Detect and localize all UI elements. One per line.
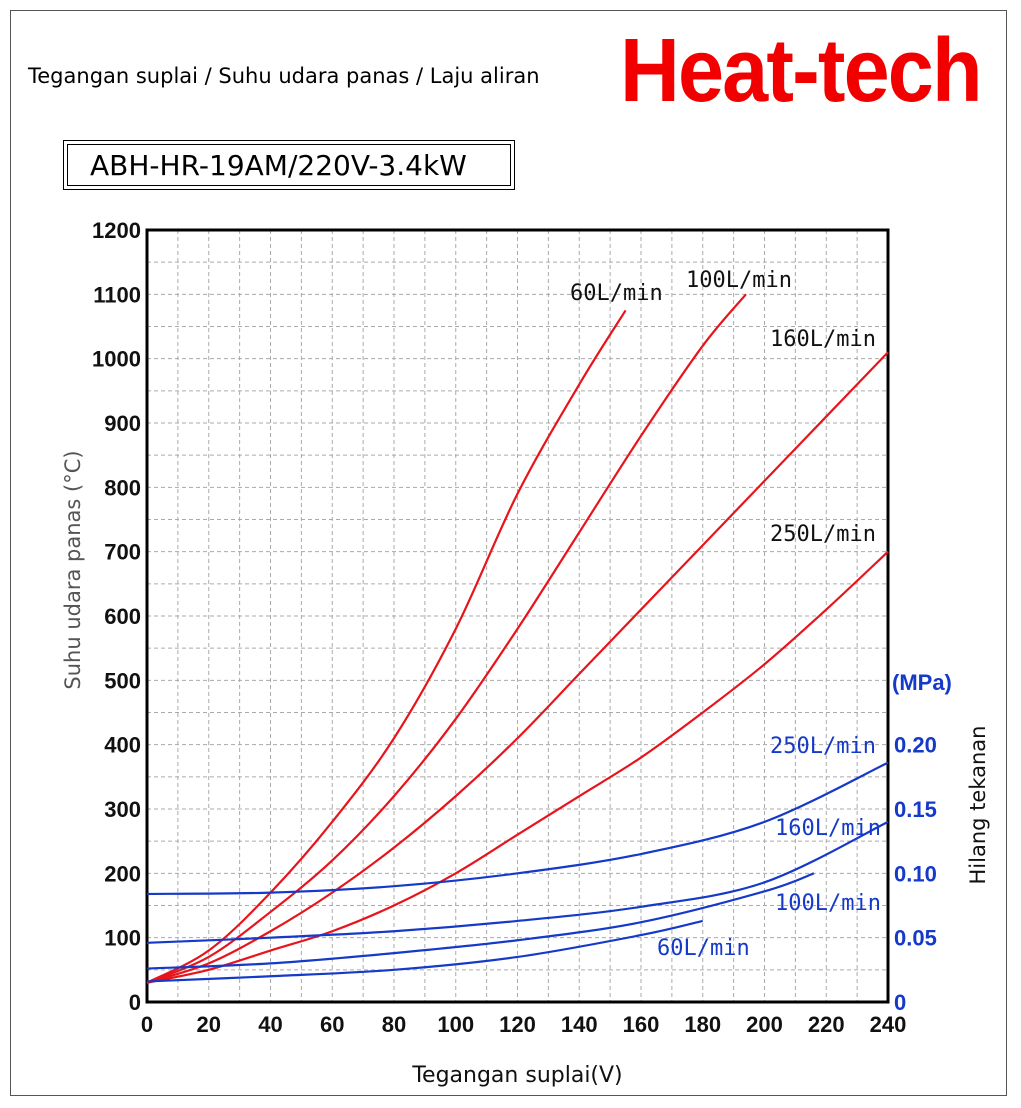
y-tick-label: 700 <box>104 540 141 565</box>
y2-tick-label: 0.10 <box>894 861 937 886</box>
y2-unit-label: (MPa) <box>892 670 952 695</box>
x-tick-label: 180 <box>684 1012 721 1037</box>
temperature-series-label: 250L/min <box>770 522 876 547</box>
x-tick-label: 0 <box>141 1012 153 1037</box>
y-tick-label: 400 <box>104 733 141 758</box>
y-tick-label: 1100 <box>93 282 141 307</box>
y2-tick-label: 0 <box>894 990 906 1015</box>
temperature-line <box>146 550 889 984</box>
pressure-series-label: 100L/min <box>775 891 881 916</box>
x-tick-label: 20 <box>197 1012 221 1037</box>
temperature-series-label: 100L/min <box>686 268 792 293</box>
y-tick-label: 600 <box>104 604 141 629</box>
y2-tick-label: 0.15 <box>894 797 937 822</box>
y-tick-label: 900 <box>104 411 141 436</box>
temperature-series-label: 60L/min <box>570 281 663 306</box>
y2-tick-label: 0.05 <box>894 926 937 951</box>
pressure-series-label: 250L/min <box>770 734 876 759</box>
pressure-line <box>146 761 889 896</box>
y-tick-label: 300 <box>104 797 141 822</box>
x-tick-label: 120 <box>499 1012 536 1037</box>
x-axis-title: Tegangan suplai(V) <box>411 1063 622 1088</box>
y-tick-label: 0 <box>129 990 141 1015</box>
pressure-line <box>146 872 815 970</box>
y-axis-title: Suhu udara panas (°C) <box>61 450 85 689</box>
y2-tick-label: 0.20 <box>894 733 937 758</box>
plot-border <box>145 228 890 1004</box>
y-tick-label: 800 <box>104 475 141 500</box>
brand-logo: Heat-tech <box>620 21 983 121</box>
x-tick-label: 160 <box>623 1012 660 1037</box>
figure-frame <box>10 10 1007 1096</box>
header-title: Tegangan suplai / Suhu udara panas / Laj… <box>28 64 540 88</box>
temperature-line <box>146 293 747 984</box>
y-tick-label: 500 <box>104 668 141 693</box>
y-tick-label: 1200 <box>92 218 141 243</box>
model-label: ABH-HR-19AM/220V-3.4kW <box>67 144 511 186</box>
x-tick-label: 80 <box>382 1012 406 1037</box>
temperature-line <box>146 351 889 984</box>
y2-axis-title: Hilang tekanan <box>966 726 990 885</box>
pressure-series-label: 60L/min <box>657 936 750 961</box>
pressure-line <box>146 919 703 983</box>
temperature-line <box>146 309 627 984</box>
x-tick-label: 200 <box>746 1012 783 1037</box>
x-tick-label: 140 <box>561 1012 598 1037</box>
x-tick-label: 240 <box>870 1012 907 1037</box>
pressure-line <box>146 820 889 944</box>
temperature-series-label: 160L/min <box>770 327 876 352</box>
y-tick-label: 200 <box>104 861 141 886</box>
x-tick-label: 100 <box>437 1012 474 1037</box>
x-tick-label: 60 <box>320 1012 344 1037</box>
y-tick-label: 1000 <box>92 347 141 372</box>
y-tick-label: 100 <box>104 926 141 951</box>
x-tick-label: 220 <box>808 1012 845 1037</box>
x-tick-label: 40 <box>258 1012 282 1037</box>
pressure-series-label: 160L/min <box>775 816 881 841</box>
model-box: ABH-HR-19AM/220V-3.4kW <box>63 140 515 190</box>
